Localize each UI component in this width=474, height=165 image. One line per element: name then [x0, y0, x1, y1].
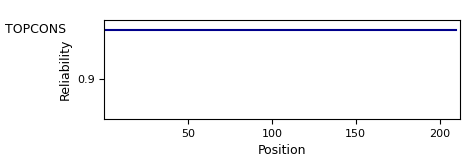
Text: TOPCONS: TOPCONS	[5, 23, 66, 36]
Y-axis label: Reliability: Reliability	[58, 39, 71, 100]
X-axis label: Position: Position	[258, 144, 306, 157]
